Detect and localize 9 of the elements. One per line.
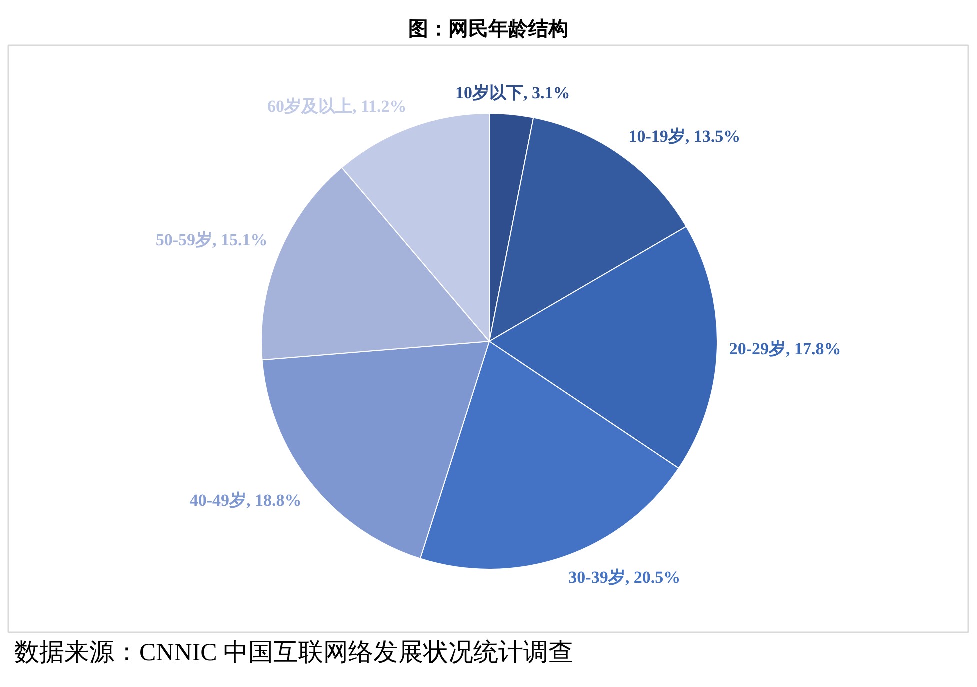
slice-label: 20-29岁, 17.8% [729, 340, 842, 359]
slice-label: 30-39岁, 20.5% [568, 568, 681, 588]
slice-label: 60岁及以上, 11.2% [267, 97, 407, 116]
slice-label: 10-19岁, 13.5% [628, 127, 741, 146]
chart-title: 图：网民年龄结构 [408, 18, 568, 40]
slice-label: 40-49岁, 18.8% [190, 490, 302, 510]
slice-label: 10岁以下, 3.1% [455, 84, 570, 103]
slice-label: 50-59岁, 15.1% [156, 230, 268, 250]
source-note: 数据来源：CNNIC 中国互联网络发展状况统计调查 [14, 640, 574, 666]
